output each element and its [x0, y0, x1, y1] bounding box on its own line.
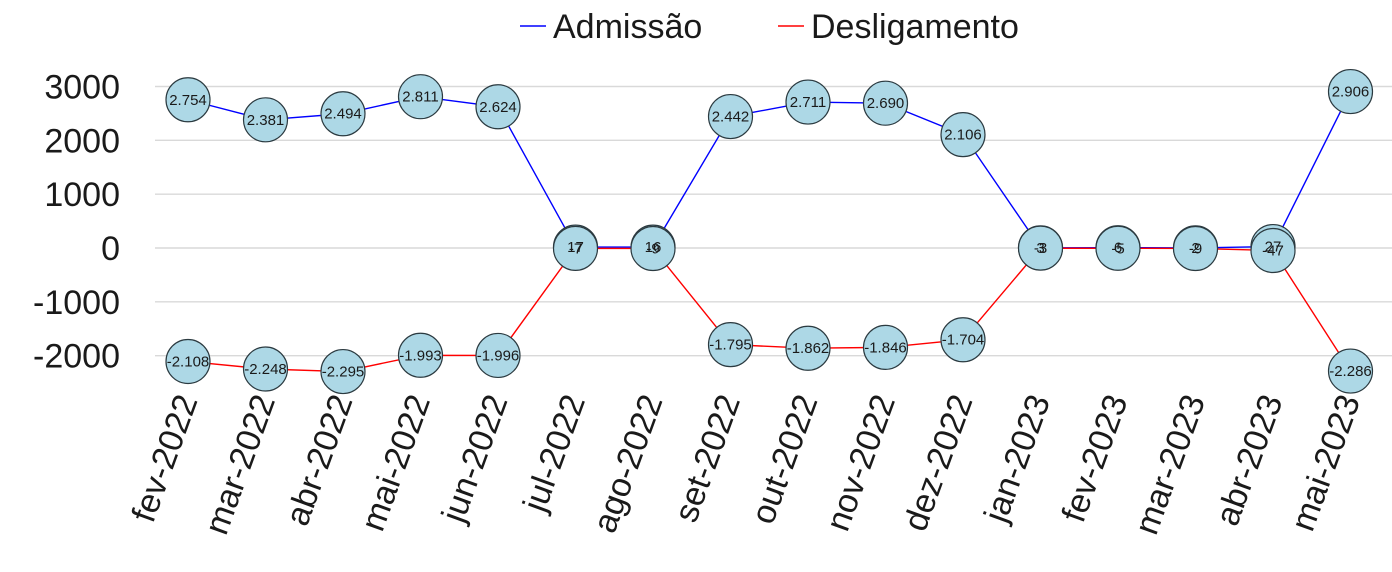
legend-label-desligamento: Desligamento — [811, 8, 1019, 46]
x-tick-label: fev-2022 — [125, 390, 206, 527]
data-point-marker — [1250, 227, 1296, 274]
data-point-marker — [785, 79, 831, 125]
data-label: -3 — [1034, 240, 1047, 257]
data-label: 2.754 — [169, 92, 207, 109]
y-tick-label: 2000 — [44, 122, 120, 160]
data-point-marker — [242, 97, 289, 143]
x-tick-label: abr-2023 — [1208, 390, 1290, 531]
data-label: 16 — [645, 239, 662, 256]
data-label: 2.690 — [867, 95, 905, 112]
y-tick-label: 3000 — [44, 69, 120, 107]
y-tick-label: -1000 — [33, 284, 120, 322]
data-label: 3 — [1036, 240, 1044, 257]
y-axis-ticks: 3000 2000 1000 0 -1000 -2000 — [33, 69, 120, 376]
data-label: -1.846 — [864, 339, 907, 356]
data-label: -2.248 — [244, 361, 287, 378]
data-point-marker — [630, 225, 676, 272]
data-point-marker — [320, 91, 366, 137]
data-point-marker — [1095, 225, 1141, 271]
data-label: 2.494 — [324, 106, 362, 123]
data-label: 27 — [1265, 239, 1282, 256]
grid-lines — [155, 85, 1392, 357]
data-label: -2.108 — [167, 353, 210, 370]
x-tick-label: nov-2022 — [819, 390, 903, 536]
data-point-marker — [552, 225, 599, 271]
data-point-marker — [242, 346, 289, 392]
data-point-marker — [475, 332, 521, 379]
series-lines — [187, 91, 1352, 373]
data-label: -1.862 — [787, 340, 830, 357]
data-label: -2.295 — [322, 364, 365, 381]
x-tick-label: mar-2022 — [198, 390, 283, 540]
data-label: -1.996 — [477, 347, 520, 364]
data-point-marker — [940, 317, 986, 363]
data-point-marker — [862, 324, 909, 370]
data-point-marker — [320, 348, 366, 395]
data-point-marker — [707, 93, 754, 140]
data-point-marker — [1172, 225, 1219, 272]
data-point-marker — [785, 325, 831, 371]
series-line-1 — [187, 247, 1352, 373]
data-label: -7 — [569, 240, 582, 257]
x-axis-ticks: fev-2022mar-2022abr-2022mai-2022jun-2022… — [125, 390, 1368, 540]
data-point-marker — [475, 84, 521, 130]
data-label: -9 — [1189, 240, 1202, 257]
x-tick-label: abr-2022 — [278, 390, 360, 531]
data-point-marker — [940, 112, 986, 158]
x-tick-label: jul-2022 — [516, 390, 593, 518]
data-label: -1.704 — [942, 332, 985, 349]
data-label: -47 — [1262, 243, 1284, 260]
data-point-marker — [397, 74, 444, 120]
data-label: 2.381 — [247, 112, 285, 129]
data-label: -2.286 — [1329, 363, 1372, 380]
legend-label-admissao: Admissão — [553, 8, 702, 46]
data-label: -1.795 — [709, 337, 752, 354]
data-point-marker — [1017, 225, 1064, 271]
data-label: 2 — [1191, 240, 1199, 257]
data-label: 2.106 — [944, 127, 982, 144]
x-tick-label: ago-2022 — [586, 390, 671, 538]
x-tick-label: fev-2023 — [1055, 390, 1136, 527]
data-markers: 2.754 2.381 2.494 2.811 2.624 17 16 2.442 2.711 2… — [165, 68, 1374, 395]
x-tick-label: jan-2023 — [977, 390, 1058, 528]
data-label: 2.442 — [712, 109, 750, 126]
x-tick-label: jun-2022 — [434, 390, 515, 528]
data-point-marker — [1327, 348, 1374, 394]
data-label: -1.993 — [399, 347, 442, 364]
x-tick-label: mai-2023 — [1284, 390, 1368, 536]
data-point-marker — [165, 77, 211, 123]
y-tick-label: 0 — [101, 230, 120, 268]
x-tick-label: out-2022 — [744, 390, 826, 529]
data-label: 2.624 — [479, 99, 517, 116]
data-label: 2.906 — [1332, 84, 1370, 101]
data-point-marker — [165, 338, 211, 385]
data-label: -5 — [1111, 240, 1124, 257]
x-tick-label: mai-2022 — [354, 390, 438, 536]
y-tick-label: -2000 — [33, 338, 120, 376]
x-tick-label: set-2022 — [667, 390, 748, 527]
data-label: 2.811 — [402, 89, 438, 106]
data-point-marker — [862, 80, 909, 126]
data-label: 2.711 — [790, 94, 826, 111]
data-label: 6 — [1114, 240, 1122, 257]
y-tick-label: 1000 — [44, 176, 120, 214]
data-point-marker — [707, 322, 754, 368]
data-label: 17 — [567, 239, 584, 256]
x-tick-label: dez-2022 — [896, 390, 980, 536]
x-tick-label: mar-2023 — [1128, 390, 1213, 540]
data-point-marker — [1327, 68, 1374, 115]
data-label: -9 — [646, 240, 659, 257]
legend: Admissão Desligamento — [520, 8, 1019, 46]
data-point-marker — [397, 332, 444, 378]
